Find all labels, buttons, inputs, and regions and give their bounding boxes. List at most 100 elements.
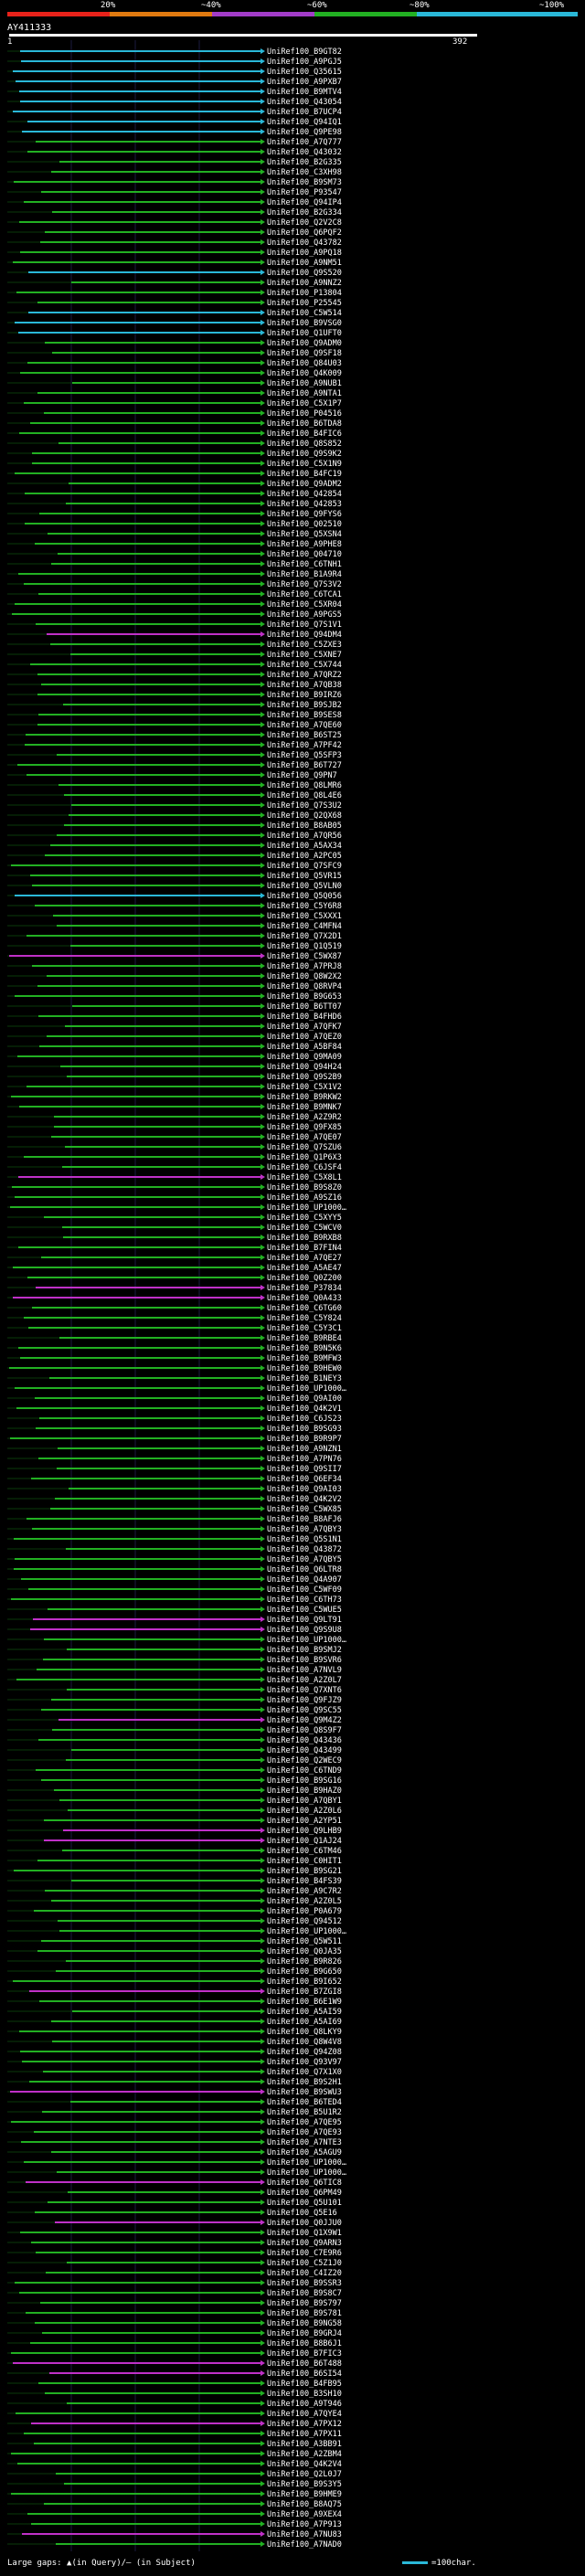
hit-row[interactable]: UniRef100_A7QRZ2 bbox=[7, 671, 342, 680]
hit-label[interactable]: UniRef100_Q0Z200 bbox=[267, 1274, 342, 1283]
hit-row[interactable]: UniRef100_Q9LHB9 bbox=[7, 1827, 342, 1836]
hit-row[interactable]: UniRef100_Q4K2V1 bbox=[7, 1405, 342, 1414]
hit-row[interactable]: UniRef100_C5ZXE3 bbox=[7, 641, 342, 650]
hit-row[interactable]: UniRef100_A5AX34 bbox=[7, 842, 342, 851]
hit-row[interactable]: UniRef100_C6TND9 bbox=[7, 1766, 342, 1776]
hit-label[interactable]: UniRef100_C5X744 bbox=[267, 661, 342, 670]
hit-row[interactable]: UniRef100_Q94IQ1 bbox=[7, 118, 342, 127]
hit-label[interactable]: UniRef100_B4FC19 bbox=[267, 470, 342, 479]
hit-label[interactable]: UniRef100_UP1000… bbox=[267, 2158, 346, 2168]
hit-row[interactable]: UniRef100_Q02510 bbox=[7, 520, 342, 529]
hit-row[interactable]: UniRef100_A9SZ16 bbox=[7, 1193, 342, 1203]
hit-label[interactable]: UniRef100_Q9SF18 bbox=[267, 349, 342, 358]
hit-row[interactable]: UniRef100_C5Y824 bbox=[7, 1314, 342, 1323]
hit-label[interactable]: UniRef100_Q5S1N1 bbox=[267, 1535, 342, 1544]
hit-row[interactable]: UniRef100_B7FIC3 bbox=[7, 2349, 342, 2359]
hit-row[interactable]: UniRef100_C5W514 bbox=[7, 309, 342, 318]
hit-row[interactable]: UniRef100_B9MFW3 bbox=[7, 1354, 342, 1363]
hit-label[interactable]: UniRef100_A2YP51 bbox=[267, 1817, 342, 1826]
hit-label[interactable]: UniRef100_B9S8Z0 bbox=[267, 1183, 342, 1193]
hit-row[interactable]: UniRef100_C6TG60 bbox=[7, 1304, 342, 1313]
hit-row[interactable]: UniRef100_Q7XNT6 bbox=[7, 1686, 342, 1695]
hit-label[interactable]: UniRef100_A9PGJ5 bbox=[267, 58, 342, 67]
hit-row[interactable]: UniRef100_Q94Z08 bbox=[7, 2048, 342, 2057]
hit-label[interactable]: UniRef100_Q8S852 bbox=[267, 440, 342, 449]
hit-row[interactable]: UniRef100_P0A679 bbox=[7, 1907, 342, 1916]
hit-row[interactable]: UniRef100_B9RXB8 bbox=[7, 1234, 342, 1243]
hit-label[interactable]: UniRef100_B9HEW0 bbox=[267, 1364, 342, 1373]
hit-label[interactable]: UniRef100_A7QEZ0 bbox=[267, 1033, 342, 1042]
hit-label[interactable]: UniRef100_Q0A433 bbox=[267, 1294, 342, 1303]
hit-label[interactable]: UniRef100_B9SVR6 bbox=[267, 1656, 342, 1665]
hit-label[interactable]: UniRef100_B6TT07 bbox=[267, 1002, 342, 1012]
hit-row[interactable]: UniRef100_Q2L0J7 bbox=[7, 2470, 342, 2479]
hit-row[interactable]: UniRef100_B4FIC6 bbox=[7, 429, 342, 439]
hit-label[interactable]: UniRef100_B9R826 bbox=[267, 1957, 342, 1966]
hit-label[interactable]: UniRef100_B8AB05 bbox=[267, 822, 342, 831]
hit-label[interactable]: UniRef100_Q5U101 bbox=[267, 2199, 342, 2208]
hit-row[interactable]: UniRef100_A7QBY3 bbox=[7, 1525, 342, 1534]
hit-row[interactable]: UniRef100_B6TED4 bbox=[7, 2098, 342, 2107]
hit-row[interactable]: UniRef100_C4MFN4 bbox=[7, 922, 342, 931]
hit-label[interactable]: UniRef100_A9PHE8 bbox=[267, 540, 342, 549]
hit-label[interactable]: UniRef100_A5AI69 bbox=[267, 2018, 342, 2027]
hit-row[interactable]: UniRef100_Q6PM49 bbox=[7, 2189, 342, 2198]
hit-label[interactable]: UniRef100_B7FIC3 bbox=[267, 2349, 342, 2359]
hit-label[interactable]: UniRef100_Q43436 bbox=[267, 1736, 342, 1745]
hit-label[interactable]: UniRef100_Q04710 bbox=[267, 550, 342, 559]
hit-row[interactable]: UniRef100_A2Z0L7 bbox=[7, 1676, 342, 1685]
hit-row[interactable]: UniRef100_A5AI69 bbox=[7, 2018, 342, 2027]
hit-row[interactable]: UniRef100_Q43782 bbox=[7, 239, 342, 248]
hit-label[interactable]: UniRef100_B9SES8 bbox=[267, 711, 342, 720]
hit-label[interactable]: UniRef100_Q9FX85 bbox=[267, 1123, 342, 1132]
hit-row[interactable]: UniRef100_B9IRZ6 bbox=[7, 691, 342, 700]
hit-row[interactable]: UniRef100_B6TDA8 bbox=[7, 419, 342, 429]
hit-row[interactable]: UniRef100_B9SM73 bbox=[7, 178, 342, 187]
hit-label[interactable]: UniRef100_A5AE47 bbox=[267, 1264, 342, 1273]
hit-label[interactable]: UniRef100_Q43499 bbox=[267, 1746, 342, 1755]
hit-label[interactable]: UniRef100_Q42853 bbox=[267, 500, 342, 509]
hit-label[interactable]: UniRef100_Q94IQ1 bbox=[267, 118, 342, 127]
hit-label[interactable]: UniRef100_Q8W2X2 bbox=[267, 972, 342, 981]
hit-label[interactable]: UniRef100_B9N5K6 bbox=[267, 1344, 342, 1353]
hit-label[interactable]: UniRef100_Q9MA09 bbox=[267, 1053, 342, 1062]
hit-row[interactable]: UniRef100_B7ZGI8 bbox=[7, 1988, 342, 1997]
hit-label[interactable]: UniRef100_Q7X1X0 bbox=[267, 2068, 342, 2077]
hit-row[interactable]: UniRef100_Q1P6X3 bbox=[7, 1153, 342, 1162]
hit-row[interactable]: UniRef100_Q7SZU6 bbox=[7, 1143, 342, 1152]
hit-row[interactable]: UniRef100_C3XH98 bbox=[7, 168, 342, 177]
hit-row[interactable]: UniRef100_Q04710 bbox=[7, 550, 342, 559]
hit-row[interactable]: UniRef100_Q2WEC9 bbox=[7, 1756, 342, 1765]
hit-label[interactable]: UniRef100_Q4K2V2 bbox=[267, 1495, 342, 1504]
hit-row[interactable]: UniRef100_B6T488 bbox=[7, 2359, 342, 2369]
hit-row[interactable]: UniRef100_A9PQ18 bbox=[7, 249, 342, 258]
hit-row[interactable]: UniRef100_Q4K2V4 bbox=[7, 2460, 342, 2469]
hit-label[interactable]: UniRef100_B9G650 bbox=[267, 1967, 342, 1977]
hit-row[interactable]: UniRef100_C5WX87 bbox=[7, 952, 342, 961]
hit-label[interactable]: UniRef100_C6TH73 bbox=[267, 1595, 342, 1605]
hit-label[interactable]: UniRef100_C6TND9 bbox=[267, 1766, 342, 1776]
hit-row[interactable]: UniRef100_P93547 bbox=[7, 188, 342, 197]
hit-label[interactable]: UniRef100_B9MTV4 bbox=[267, 88, 342, 97]
hit-label[interactable]: UniRef100_A2ZBM4 bbox=[267, 2450, 342, 2459]
hit-row[interactable]: UniRef100_Q5XSN4 bbox=[7, 530, 342, 539]
hit-row[interactable]: UniRef100_A2YP51 bbox=[7, 1817, 342, 1826]
hit-row[interactable]: UniRef100_Q2QX68 bbox=[7, 811, 342, 821]
hit-label[interactable]: UniRef100_B6ST25 bbox=[267, 731, 342, 740]
hit-row[interactable]: UniRef100_A9C7R2 bbox=[7, 1887, 342, 1896]
hit-label[interactable]: UniRef100_Q2WEC9 bbox=[267, 1756, 342, 1765]
hit-label[interactable]: UniRef100_C5Y824 bbox=[267, 1314, 342, 1323]
hit-row[interactable]: UniRef100_C6TCA1 bbox=[7, 590, 342, 599]
hit-label[interactable]: UniRef100_Q1UFT0 bbox=[267, 329, 342, 338]
hit-row[interactable]: UniRef100_Q5SFP3 bbox=[7, 751, 342, 760]
hit-row[interactable]: UniRef100_A7NAD0 bbox=[7, 2540, 342, 2549]
hit-row[interactable]: UniRef100_Q9M4Z2 bbox=[7, 1716, 342, 1725]
hit-label[interactable]: UniRef100_B9S2H1 bbox=[267, 2078, 342, 2087]
hit-row[interactable]: UniRef100_B9SG21 bbox=[7, 1867, 342, 1876]
hit-label[interactable]: UniRef100_C5X1P7 bbox=[267, 399, 342, 408]
hit-row[interactable]: UniRef100_B9HAZ0 bbox=[7, 1786, 342, 1796]
hit-label[interactable]: UniRef100_Q4K2V4 bbox=[267, 2460, 342, 2469]
hit-row[interactable]: UniRef100_UP1000… bbox=[7, 2168, 346, 2178]
hit-row[interactable]: UniRef100_Q43499 bbox=[7, 1746, 342, 1755]
hit-label[interactable]: UniRef100_A5AI59 bbox=[267, 2008, 342, 2017]
